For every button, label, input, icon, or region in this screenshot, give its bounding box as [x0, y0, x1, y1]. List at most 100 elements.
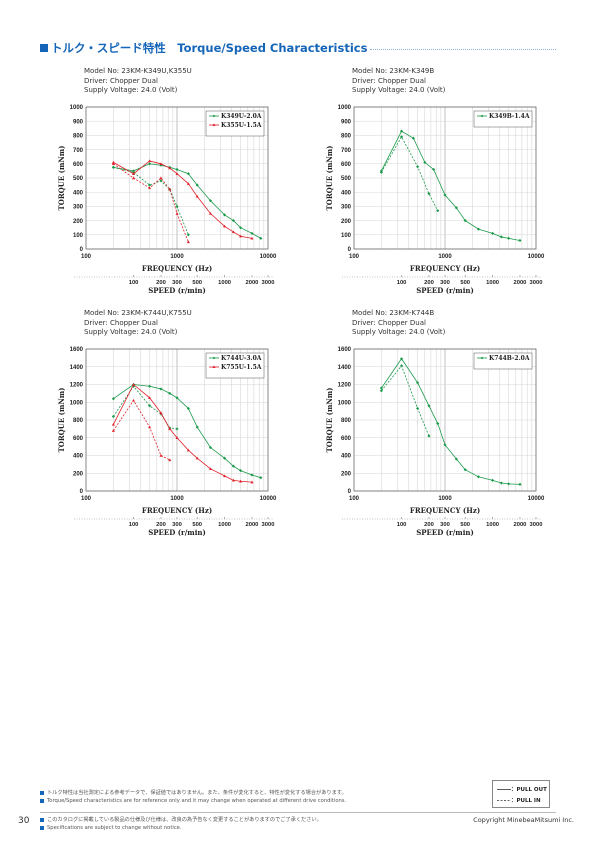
series-K744B-2.0A-pull-in — [379, 364, 431, 438]
series-K349U-2.0A-pull-in — [111, 165, 190, 237]
data-point — [239, 226, 243, 230]
legend-marker — [212, 123, 216, 126]
x-axis-title: FREQUENCY (Hz) — [142, 264, 212, 273]
meta-model: Model No: 23KM-K744B — [352, 309, 435, 317]
speed-tick-label: 500 — [460, 280, 470, 286]
chart-panel-k744b: Model No: 23KM-K744B Driver: Chopper Dua… — [325, 309, 558, 539]
data-point — [491, 478, 495, 482]
y-tick-label: 1200 — [70, 383, 84, 389]
series-K755U-1.5A-pull-in — [111, 398, 172, 462]
legend: K744U-3.0A K755U-1.5A — [205, 352, 265, 379]
grid — [354, 106, 536, 250]
y-tick-label: 1400 — [338, 365, 352, 371]
y-tick-label: 600 — [73, 162, 84, 168]
series-line — [113, 385, 178, 430]
y-tick-label: 1200 — [338, 383, 352, 389]
speed-tick-label: 1000 — [218, 280, 231, 286]
y-tick-label: 600 — [73, 436, 84, 442]
y-tick-label: 300 — [341, 205, 352, 211]
data-point — [436, 421, 440, 426]
x-tick-label: 100 — [81, 496, 92, 502]
data-point — [111, 160, 115, 164]
legend-frame — [205, 352, 265, 379]
grid — [354, 348, 536, 492]
data-point — [208, 211, 212, 215]
x-tick-label: 100 — [81, 254, 92, 260]
data-point — [111, 165, 115, 169]
y-tick-label: 1600 — [70, 347, 84, 353]
data-point — [186, 240, 190, 244]
speed-tick-label: 300 — [172, 280, 182, 286]
series-K744U-3.0A-pull-out — [111, 382, 263, 480]
note-jp-1: トルク特性は当社測定による参考データで、保証値ではありません。また、条件が変化す… — [40, 789, 347, 797]
x-tick-label: 100 — [349, 496, 360, 502]
speed-tick-label: 3000 — [262, 280, 275, 286]
data-point — [250, 473, 254, 477]
y-tick-label: 0 — [348, 489, 352, 495]
data-point — [427, 192, 431, 196]
speed-tick-label: 2000 — [246, 522, 259, 528]
footer-notes: トルク特性は当社測定による参考データで、保証値ではありません。また、条件が変化す… — [40, 789, 347, 805]
bullet-icon — [40, 817, 44, 822]
plot-frame — [85, 106, 269, 250]
meta-voltage: Supply Voltage: 24.0 (Volt) — [84, 86, 178, 94]
y-tick-label: 900 — [73, 119, 84, 125]
data-point — [175, 436, 179, 439]
y-tick-label: 1000 — [70, 105, 84, 111]
data-point — [148, 384, 152, 388]
speed-tick-label: 300 — [172, 522, 182, 528]
note-text: Torque/Speed characteristics are for ref… — [47, 798, 347, 804]
note-text: このカタログに掲載している製品の仕様及び仕様は、改良の為予告なく変更することがあ… — [47, 817, 322, 823]
plot-frame — [85, 348, 269, 492]
speed-tick-label: 100 — [129, 522, 139, 528]
series-line — [113, 384, 261, 479]
y-tick-label: 1000 — [338, 105, 352, 111]
data-point — [223, 224, 227, 228]
data-point — [250, 236, 254, 240]
data-point — [159, 453, 163, 457]
data-point — [111, 162, 115, 165]
speed-tick-label: 500 — [460, 522, 470, 528]
data-point — [499, 481, 503, 485]
chart-panel-k349b: Model No: 23KM-K349B Driver: Chopper Dua… — [325, 67, 558, 297]
data-point — [507, 236, 511, 240]
data-point — [132, 398, 136, 402]
speed-tick-label: 2000 — [246, 280, 259, 286]
data-point — [195, 456, 199, 460]
y-tick-label: 0 — [348, 247, 352, 253]
y-axis-title: TORQUE (mNm) — [325, 388, 334, 453]
x-tick-label: 10000 — [260, 254, 277, 260]
header-square-icon — [40, 44, 48, 52]
y-tick-label: 1400 — [70, 365, 84, 371]
footer-rule — [40, 812, 556, 813]
legend-pull-in-label: ：PULL IN — [511, 798, 541, 804]
y-tick-label: 700 — [341, 148, 352, 154]
data-point — [175, 172, 179, 175]
data-point — [507, 482, 511, 486]
speed-tick-label: 1000 — [486, 280, 499, 286]
y-tick-label: 800 — [341, 418, 352, 424]
data-point — [250, 231, 254, 235]
y-tick-label: 1600 — [338, 347, 352, 353]
series-K355U-1.5A-pull-in — [111, 162, 190, 244]
data-point — [132, 176, 136, 180]
speed-tick-label: 1000 — [218, 522, 231, 528]
y-axis-title: TORQUE (mNm) — [57, 388, 66, 453]
data-point — [159, 411, 163, 415]
speed-tick-label: 300 — [440, 280, 450, 286]
x-tick-label: 1000 — [438, 496, 452, 502]
legend-label: K755U-1.5A — [221, 364, 262, 371]
chart-meta: Model No: 23KM-K349U,K355U Driver: Chopp… — [84, 67, 192, 96]
speed-axis-title: SPEED (r/min) — [148, 286, 206, 295]
legend-marker — [212, 356, 216, 360]
series-line — [381, 358, 520, 485]
speed-tick-label: 100 — [397, 280, 407, 286]
meta-model: Model No: 23KM-K744U,K755U — [84, 309, 192, 317]
y-tick-label: 0 — [80, 489, 84, 495]
y-tick-label: 600 — [341, 436, 352, 442]
y-tick-label: 200 — [73, 219, 84, 225]
x-tick-label: 100 — [349, 254, 360, 260]
data-point — [111, 414, 115, 419]
legend-frame — [473, 110, 533, 128]
